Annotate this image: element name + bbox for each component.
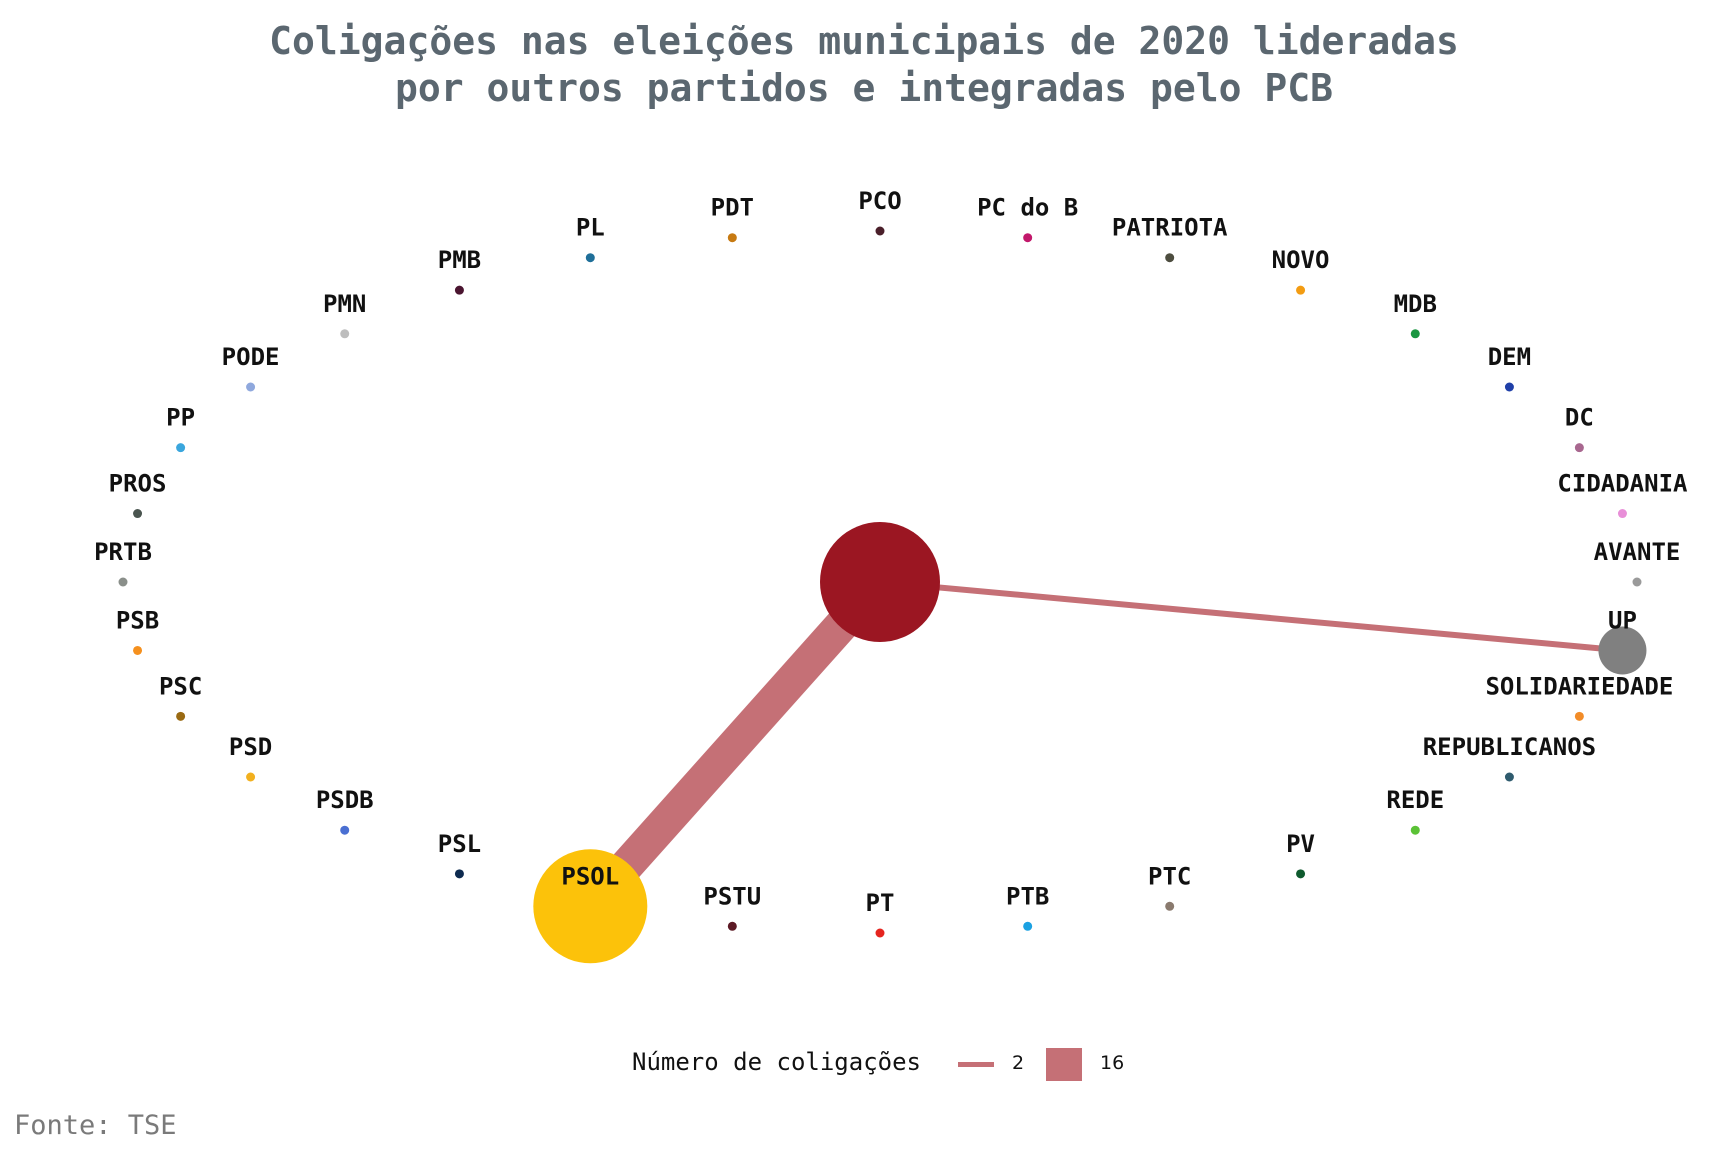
node-cidadania: [1617, 509, 1627, 519]
node-pstu: [727, 921, 737, 931]
node-pc-do-b: [1023, 233, 1033, 243]
node-pv: [1296, 869, 1306, 879]
node-psl: [454, 869, 464, 879]
node-psd: [246, 772, 256, 782]
node-label-pmb: PMB: [438, 246, 481, 274]
node-pdt: [727, 233, 737, 243]
node-label-pros: PROS: [109, 470, 167, 498]
node-label-psol: PSOL: [561, 862, 619, 890]
node-psdb: [340, 825, 350, 835]
node-dem: [1504, 382, 1514, 392]
legend-title: Número de coligações: [632, 1048, 921, 1076]
node-psc: [176, 711, 186, 721]
node-label-novo: NOVO: [1272, 246, 1330, 274]
node-label-pv: PV: [1286, 830, 1315, 858]
node-labels: PCO PC do B PATRIOTA NOVO MDB DEM DC CIDADANIA A…: [94, 187, 1688, 917]
node-pl: [585, 253, 595, 263]
source-note: Fonte: TSE: [14, 1110, 177, 1141]
node-ptb: [1023, 921, 1033, 931]
node-label-psc: PSC: [159, 672, 202, 700]
legend-edge-small-swatch: [958, 1062, 994, 1067]
node-label-up: UP: [1608, 606, 1637, 634]
node-rede: [1410, 825, 1420, 835]
node-label-pstu: PSTU: [703, 882, 761, 910]
node-label-mdb: MDB: [1394, 290, 1437, 318]
node-label-pco: PCO: [858, 187, 901, 215]
node-label-pdt: PDT: [711, 194, 754, 222]
node-avante: [1632, 577, 1642, 587]
node-label-dem: DEM: [1488, 343, 1531, 371]
legend-edge-large-label: 16: [1100, 1052, 1125, 1074]
node-label-avante: AVANTE: [1594, 538, 1681, 566]
node-republicanos: [1504, 772, 1514, 782]
node-pt: [875, 928, 885, 938]
node-label-solidariedade: SOLIDARIEDADE: [1485, 672, 1673, 700]
node-label-pl: PL: [576, 214, 605, 242]
node-label-rede: REDE: [1386, 786, 1444, 814]
node-label-pc-do-b: PC do B: [977, 194, 1078, 222]
node-mdb: [1410, 329, 1420, 339]
node-label-psb: PSB: [116, 606, 159, 634]
node-label-pmn: PMN: [323, 290, 366, 318]
node-up: [1598, 626, 1647, 675]
chart-title-line-2: por outros partidos e integradas pelo PC…: [395, 66, 1333, 110]
node-pcb: [820, 522, 940, 642]
chart-title: Coligações nas eleições municipais de 20…: [0, 18, 1728, 112]
node-novo: [1296, 285, 1306, 295]
node-pp: [176, 443, 186, 453]
node-psb: [133, 645, 143, 655]
node-label-psdb: PSDB: [316, 786, 374, 814]
node-label-psl: PSL: [438, 830, 481, 858]
node-label-ptb: PTB: [1006, 882, 1049, 910]
node-label-cidadania: CIDADANIA: [1557, 470, 1688, 498]
node-psol: [533, 849, 648, 964]
legend-edge-large-swatch: [1046, 1048, 1082, 1081]
node-label-pode: PODE: [222, 343, 280, 371]
node-prtb: [118, 577, 128, 587]
node-label-pp: PP: [166, 404, 195, 432]
edges: [577, 570, 1623, 918]
node-ptc: [1165, 901, 1175, 911]
node-label-dc: DC: [1565, 404, 1594, 432]
legend: Número de coligações 2 16: [0, 1042, 1728, 1082]
node-label-pt: PT: [866, 889, 895, 917]
node-label-psd: PSD: [229, 733, 272, 761]
node-pmn: [340, 329, 350, 339]
node-patriota: [1165, 253, 1175, 263]
node-label-republicanos: REPUBLICANOS: [1423, 733, 1596, 761]
node-label-prtb: PRTB: [94, 538, 152, 566]
node-pode: [246, 382, 256, 392]
node-pros: [133, 509, 143, 519]
nodes: [118, 226, 1647, 964]
legend-edge-small-label: 2: [1012, 1052, 1025, 1074]
node-label-ptc: PTC: [1148, 862, 1191, 890]
chart-title-line-1: Coligações nas eleições municipais de 20…: [269, 19, 1459, 63]
edge-pcb-psol: [577, 570, 893, 918]
node-label-patriota: PATRIOTA: [1112, 214, 1228, 242]
node-dc: [1574, 443, 1584, 453]
node-pco: [875, 226, 885, 236]
node-solidariedade: [1574, 711, 1584, 721]
edge-pcb-up: [879, 579, 1623, 654]
node-pmb: [454, 285, 464, 295]
